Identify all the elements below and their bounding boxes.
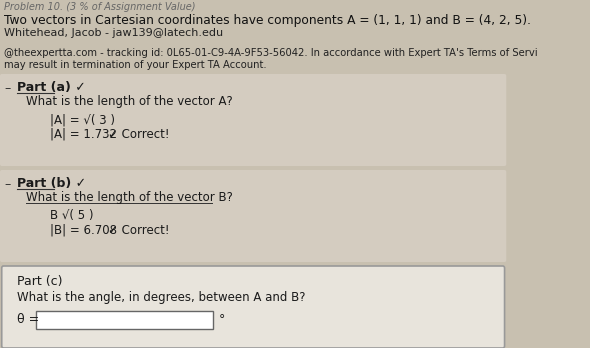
Text: What is the angle, in degrees, between A and B?: What is the angle, in degrees, between A… (17, 291, 306, 304)
Text: Part (b) ✓: Part (b) ✓ (17, 177, 86, 190)
Text: Whitehead, Jacob - jaw139@latech.edu: Whitehead, Jacob - jaw139@latech.edu (4, 28, 224, 38)
FancyBboxPatch shape (37, 311, 214, 329)
Text: @theexpertta.com - tracking id: 0L65-01-C9-4A-9F53-56042. In accordance with Exp: @theexpertta.com - tracking id: 0L65-01-… (4, 48, 538, 58)
Text: –: – (4, 82, 11, 95)
Text: θ =: θ = (17, 313, 40, 326)
Text: may result in termination of your Expert TA Account.: may result in termination of your Expert… (4, 60, 267, 70)
FancyBboxPatch shape (2, 266, 504, 348)
Text: What is the length of the vector A?: What is the length of the vector A? (26, 95, 232, 108)
Text: B √( 5 ): B √( 5 ) (50, 209, 94, 222)
Text: Problem 10. (3 % of Assignment Value): Problem 10. (3 % of Assignment Value) (4, 2, 196, 12)
Text: ✓ Correct!: ✓ Correct! (108, 128, 169, 141)
Text: Two vectors in Cartesian coordinates have components A = (1, 1, 1) and B = (4, 2: Two vectors in Cartesian coordinates hav… (4, 14, 532, 27)
Text: °: ° (218, 313, 225, 326)
Text: –: – (4, 178, 11, 191)
Text: ✓ Correct!: ✓ Correct! (108, 224, 169, 237)
Text: Part (c): Part (c) (17, 275, 63, 288)
Text: |A| = √( 3 ): |A| = √( 3 ) (50, 113, 115, 126)
FancyBboxPatch shape (0, 74, 506, 166)
Text: |B| = 6.708: |B| = 6.708 (50, 224, 117, 237)
FancyBboxPatch shape (0, 170, 506, 262)
Text: What is the length of the vector B?: What is the length of the vector B? (26, 191, 233, 204)
Text: |A| = 1.732: |A| = 1.732 (50, 128, 117, 141)
Text: Part (a) ✓: Part (a) ✓ (17, 81, 86, 94)
